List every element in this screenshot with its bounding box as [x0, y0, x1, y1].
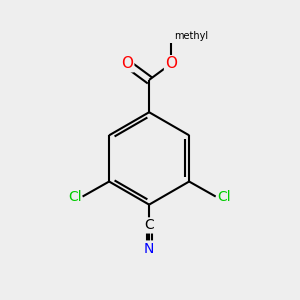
Text: methyl: methyl [175, 31, 209, 40]
Text: Cl: Cl [217, 190, 230, 203]
Text: C: C [144, 218, 154, 233]
Text: O: O [121, 56, 133, 71]
Text: O: O [165, 56, 177, 71]
Text: N: N [144, 242, 154, 256]
Text: Cl: Cl [68, 190, 81, 203]
